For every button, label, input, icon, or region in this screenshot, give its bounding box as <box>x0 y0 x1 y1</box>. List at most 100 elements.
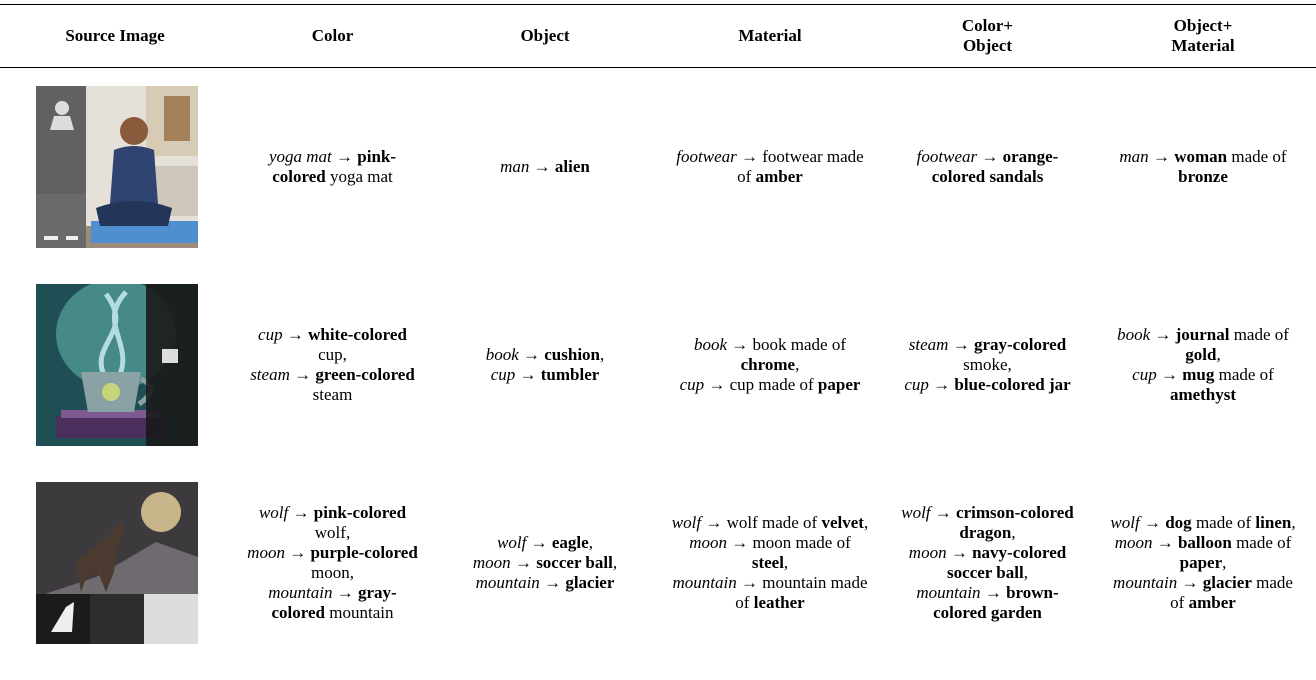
edit-text: blue-colored jar <box>954 375 1071 394</box>
edit-text: , <box>1023 563 1028 582</box>
edit-text: cup <box>904 375 929 394</box>
edit-cell: footwear → footwear made of amber <box>655 68 885 267</box>
edit-text: → <box>282 325 309 344</box>
edit: book → journal made of gold, <box>1104 325 1302 365</box>
edit: cup → cup made of paper <box>669 375 871 395</box>
edit-text: wolf <box>497 533 527 552</box>
edit: mountain → glacier <box>449 573 641 593</box>
edit-text: book <box>693 335 728 354</box>
edit-text: moon <box>908 543 947 562</box>
edit-text: crimson-colored dragon <box>956 503 1074 542</box>
edit-text: mountain <box>916 583 981 602</box>
edit-text: gold <box>1185 345 1217 364</box>
edit-text: orange-colored sandals <box>931 147 1059 186</box>
edit-text: yoga mat <box>268 147 332 166</box>
edit-text: → <box>977 147 1003 166</box>
edit-text: leather <box>753 593 805 612</box>
edit-text: glacier <box>565 573 615 592</box>
edit-text: → cup made of <box>704 375 818 394</box>
edit-text: steel <box>751 553 784 572</box>
edit: man → woman made of bronze <box>1104 147 1302 187</box>
edit-text: steam <box>908 335 949 354</box>
edit: cup → mug made of amethyst <box>1104 365 1302 405</box>
edit-text: → <box>1148 147 1175 166</box>
edit: steam → gray-colored smoke, <box>899 335 1076 375</box>
edit-cell: book → journal made of gold, cup → mug ma… <box>1090 266 1316 464</box>
edit-text: man <box>1119 147 1149 166</box>
edit-text: mountain <box>268 583 333 602</box>
edit-cell: book → cushion, cup → tumbler <box>435 266 655 464</box>
edit-cell: wolf → crimson-colored dragon, moon → nav… <box>885 464 1090 662</box>
edit-cell: book → book made of chrome, cup → cup mad… <box>655 266 885 464</box>
edit-text: woman <box>1174 147 1228 166</box>
results-table: Source Image Color Object Material Color+ Obj… <box>0 4 1316 662</box>
edit-text: → mountain made of <box>735 573 868 612</box>
edit-text: , <box>612 553 618 572</box>
edit: moon → moon made of steel, <box>669 533 871 573</box>
edit-cell: cup → white-colored cup, steam → green-co… <box>230 266 435 464</box>
edit: moon → navy-colored soccer ball, <box>899 543 1076 583</box>
edit: wolf → eagle, <box>449 533 641 553</box>
edit: steam → green-colored steam <box>244 365 421 405</box>
edit-text: footwear <box>916 147 978 166</box>
edit-text: , <box>1291 513 1296 532</box>
edit: mountain → mountain made of leather <box>669 573 871 613</box>
edit-text: paper <box>1179 553 1223 572</box>
edit-text: glacier <box>1202 573 1252 592</box>
edit-cell: man → woman made of bronze <box>1090 68 1316 267</box>
edit-text: → wolf made of <box>701 513 822 532</box>
source-image <box>36 482 198 644</box>
edit-text: chrome <box>740 355 796 374</box>
header-line: Source Image <box>65 26 165 45</box>
edit-text: wolf <box>671 513 702 532</box>
edit-text: brown-colored garden <box>933 583 1059 622</box>
edit: wolf → pink-colored wolf, <box>244 503 421 543</box>
header-line: Object+ <box>1173 16 1233 35</box>
edit-text: soccer ball <box>536 553 613 572</box>
edit-text: → <box>1177 573 1203 592</box>
page: Source Image Color Object Material Color+ Obj… <box>0 4 1316 680</box>
edit-text: wolf <box>258 503 289 522</box>
edit-text: made of <box>1214 365 1274 384</box>
edit-text: → <box>1156 365 1183 384</box>
edit-text: bronze <box>1178 167 1228 186</box>
edit-text: footwear <box>676 147 737 166</box>
edit-text: → <box>332 583 358 602</box>
edit: footwear → orange-colored sandals <box>899 147 1076 187</box>
edit-text: pink-colored <box>272 147 397 186</box>
edit: cup → tumbler <box>449 365 641 385</box>
column-header: Color+ Object <box>885 5 1090 68</box>
edit-text: moon <box>1114 533 1153 552</box>
edit-text: alien <box>554 157 590 176</box>
column-header: Material <box>655 5 885 68</box>
edit: mountain → gray-colored mountain <box>244 583 421 623</box>
edit-text: gray-colored <box>973 335 1067 354</box>
edit-text: green-colored <box>315 365 415 384</box>
edit-text: , <box>783 553 789 572</box>
header-line: Material <box>1171 36 1235 55</box>
edit-text: → <box>526 533 552 552</box>
edit-text: book <box>485 345 519 364</box>
edit-text: journal <box>1175 325 1230 344</box>
edit-text: white-colored <box>308 325 407 344</box>
edit-text: moon <box>472 553 511 572</box>
edit-text: made of <box>1191 513 1256 532</box>
edit-text: moon <box>689 533 728 552</box>
edit-text: cup <box>258 325 283 344</box>
edit-text: → <box>529 157 555 176</box>
edit-text: → <box>980 583 1007 602</box>
edit-text: → <box>930 503 957 522</box>
edit: man → alien <box>449 157 641 177</box>
edit-text: amber <box>755 167 803 186</box>
edit-text: navy-colored soccer ball <box>947 543 1067 582</box>
edit-text: mountain <box>1113 573 1178 592</box>
edit-text: amber <box>1188 593 1236 612</box>
header-line: Material <box>738 26 802 45</box>
edit-text: → <box>288 503 314 522</box>
row: yoga mat → pink-colored yoga mat man → al… <box>0 68 1316 267</box>
edit-cell: wolf → pink-colored wolf, moon → purple-c… <box>230 464 435 662</box>
source-image-cell <box>0 266 230 464</box>
edit-text: pink-colored <box>313 503 407 522</box>
edit-text: linen <box>1255 513 1292 532</box>
edit: moon → balloon made of paper, <box>1104 533 1302 573</box>
